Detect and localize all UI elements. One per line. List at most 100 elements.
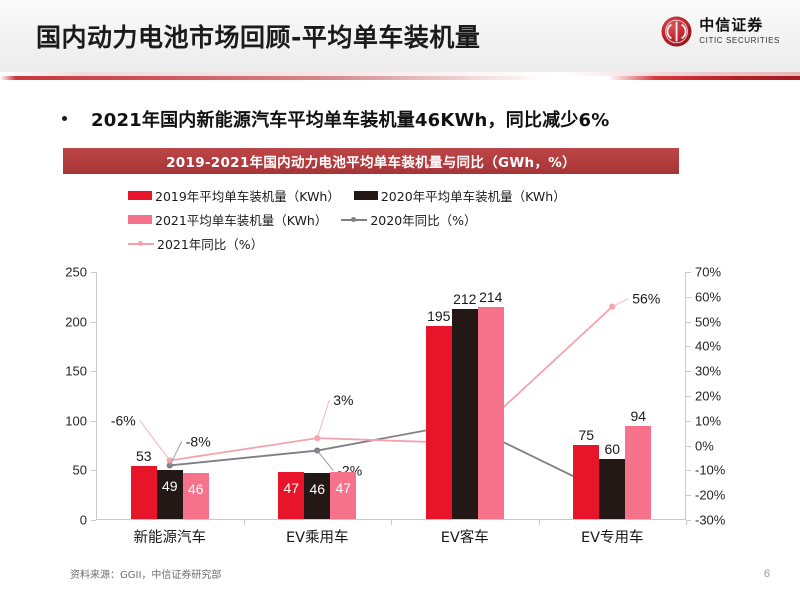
x-axis-label-4: EV专用车 xyxy=(580,530,644,546)
bar-value-label: 195 xyxy=(427,307,451,324)
y-axis-right-label: 20% xyxy=(695,388,722,404)
y-tick-left xyxy=(91,272,96,273)
legend-row: 2021平均单车装机量（KWh） 2020年同比（%） xyxy=(128,210,688,229)
legend-label: 2021年同比（%） xyxy=(157,237,264,252)
bar-2-4[interactable]: 60 xyxy=(599,441,626,519)
legend-swatch-line-icon xyxy=(341,215,368,224)
bar-1-2[interactable]: 47 xyxy=(278,472,305,519)
y-axis-right-label: 70% xyxy=(695,264,722,280)
bar-value-label: 49 xyxy=(161,478,178,495)
legend-swatch-bar-icon xyxy=(128,191,152,200)
chart-plot-area: -6%-8%3%-2%9%1%56%-20% 050100150200250-3… xyxy=(65,265,725,547)
legend-item-4[interactable]: 2020年同比（%） xyxy=(341,210,477,229)
y-tick-left xyxy=(91,420,96,422)
line-value-label: -8% xyxy=(186,433,211,449)
legend-item-2[interactable]: 2020年平均单车装机量（KWh） xyxy=(353,186,566,205)
legend-item-5[interactable]: 2021年同比（%） xyxy=(128,234,263,253)
y-tick-right xyxy=(686,495,691,497)
y-tick-right xyxy=(686,346,691,348)
y-axis-left-label: 150 xyxy=(65,363,87,379)
bar-value-label: 94 xyxy=(630,407,647,424)
legend-label: 2020年同比（%） xyxy=(370,213,477,228)
annotation-leader-line xyxy=(139,420,171,461)
y-axis-left-label: 50 xyxy=(72,462,87,478)
y-axis-right-label: 0% xyxy=(695,438,714,454)
bar-3-1[interactable]: 46 xyxy=(182,473,209,519)
y-axis-right-label: 10% xyxy=(695,413,722,429)
y-axis-left-label: 250 xyxy=(65,264,87,280)
y-tick-right xyxy=(686,272,691,273)
annotation-leader-line xyxy=(612,298,629,308)
y-axis-right-label: -20% xyxy=(695,487,726,503)
chart-title-band: 2019-2021年国内动力电池平均单车装机量与同比（GWh，%） xyxy=(63,148,679,174)
header-divider xyxy=(0,76,800,80)
bullet-row: 2021年国内新能源汽车平均单车装机量46KWh，同比减少6% xyxy=(62,106,610,132)
line-marker[interactable] xyxy=(314,435,321,442)
bar-3-2[interactable]: 47 xyxy=(330,472,357,519)
slide-header: 国内动力电池市场回顾-平均单车装机量 xyxy=(0,0,800,74)
bar-value-label: 60 xyxy=(604,441,621,458)
line-series-1 xyxy=(169,422,613,497)
bar-3-3[interactable]: 214 xyxy=(477,289,504,519)
y-axis-right-label: -10% xyxy=(695,462,726,478)
legend-item-1[interactable]: 2019年平均单车装机量（KWh） xyxy=(128,186,340,205)
y-tick-right xyxy=(686,321,691,323)
y-tick-right xyxy=(686,420,691,422)
legend-item-3[interactable]: 2021平均单车装机量（KWh） xyxy=(128,210,327,229)
bar-value-label: 46 xyxy=(309,481,326,498)
source-note: 资料来源：GGII，中信证券研究部 xyxy=(70,570,222,581)
bar-2-3[interactable]: 212 xyxy=(451,291,478,519)
bar-1-1[interactable]: 53 xyxy=(130,448,157,519)
x-axis xyxy=(96,519,686,520)
y-axis-right-label: 60% xyxy=(695,289,722,305)
y-tick-right xyxy=(686,296,691,298)
bar-1-4[interactable]: 75 xyxy=(573,427,600,519)
legend-label: 2020年平均单车装机量（KWh） xyxy=(380,189,566,204)
y-axis-left-label: 0 xyxy=(79,512,87,528)
line-value-label: -6% xyxy=(111,412,136,428)
annotation-leader-line xyxy=(169,441,183,466)
brand-logo: 中信证券 CITIC SECURITIES xyxy=(661,16,780,47)
legend-label: 2021平均单车装机量（KWh） xyxy=(155,213,328,228)
header-divider-highlight xyxy=(0,72,800,76)
x-tick xyxy=(243,520,245,525)
y-tick-right xyxy=(686,470,691,472)
y-axis-right-label: 50% xyxy=(695,314,722,330)
y-tick-left xyxy=(91,371,96,373)
legend-row: 2019年平均单车装机量（KWh） 2020年平均单车装机量（KWh） xyxy=(128,186,688,205)
y-tick-right xyxy=(686,520,691,521)
legend-swatch-bar-icon xyxy=(353,191,378,200)
bullet-dot-icon xyxy=(62,116,67,121)
bar-value-label: 75 xyxy=(578,426,595,443)
legend-row: 2021年同比（%） xyxy=(128,234,688,253)
bullet-text: 2021年国内新能源汽车平均单车装机量46KWh，同比减少6% xyxy=(91,110,610,131)
line-value-label: 3% xyxy=(333,392,353,408)
y-tick-right xyxy=(686,445,691,447)
bar-value-label: 214 xyxy=(479,288,503,305)
bar-2-2[interactable]: 46 xyxy=(304,473,331,519)
bar-value-label: 212 xyxy=(453,290,477,307)
chart-legend: 2019年平均单车装机量（KWh） 2020年平均单车装机量（KWh） 2021平均… xyxy=(128,186,688,258)
citic-logo-icon xyxy=(661,16,692,47)
y-tick-left xyxy=(91,520,96,521)
annotation-leader-line xyxy=(316,400,330,439)
page-title: 国内动力电池市场回顾-平均单车装机量 xyxy=(36,23,481,52)
bar-1-3[interactable]: 195 xyxy=(425,308,452,519)
y-tick-right xyxy=(686,396,691,397)
y-tick-right xyxy=(686,371,691,373)
chart-title: 2019-2021年国内动力电池平均单车装机量与同比（GWh，%） xyxy=(166,155,576,171)
legend-swatch-bar-icon xyxy=(128,215,152,224)
bar-value-label: 46 xyxy=(187,481,204,498)
x-axis-label-3: EV客车 xyxy=(440,530,489,546)
page-number: 6 xyxy=(763,568,770,580)
y-tick-left xyxy=(91,321,96,323)
logo-text-en: CITIC SECURITIES xyxy=(699,35,780,45)
y-axis-right-label: -30% xyxy=(695,512,726,528)
y-axis-right-label: 40% xyxy=(695,338,722,354)
x-tick xyxy=(538,520,540,525)
bar-3-4[interactable]: 94 xyxy=(625,408,652,519)
bar-2-1[interactable]: 49 xyxy=(156,470,183,519)
y-axis-left-label: 200 xyxy=(65,314,87,330)
y-axis-right-label: 30% xyxy=(695,363,722,379)
